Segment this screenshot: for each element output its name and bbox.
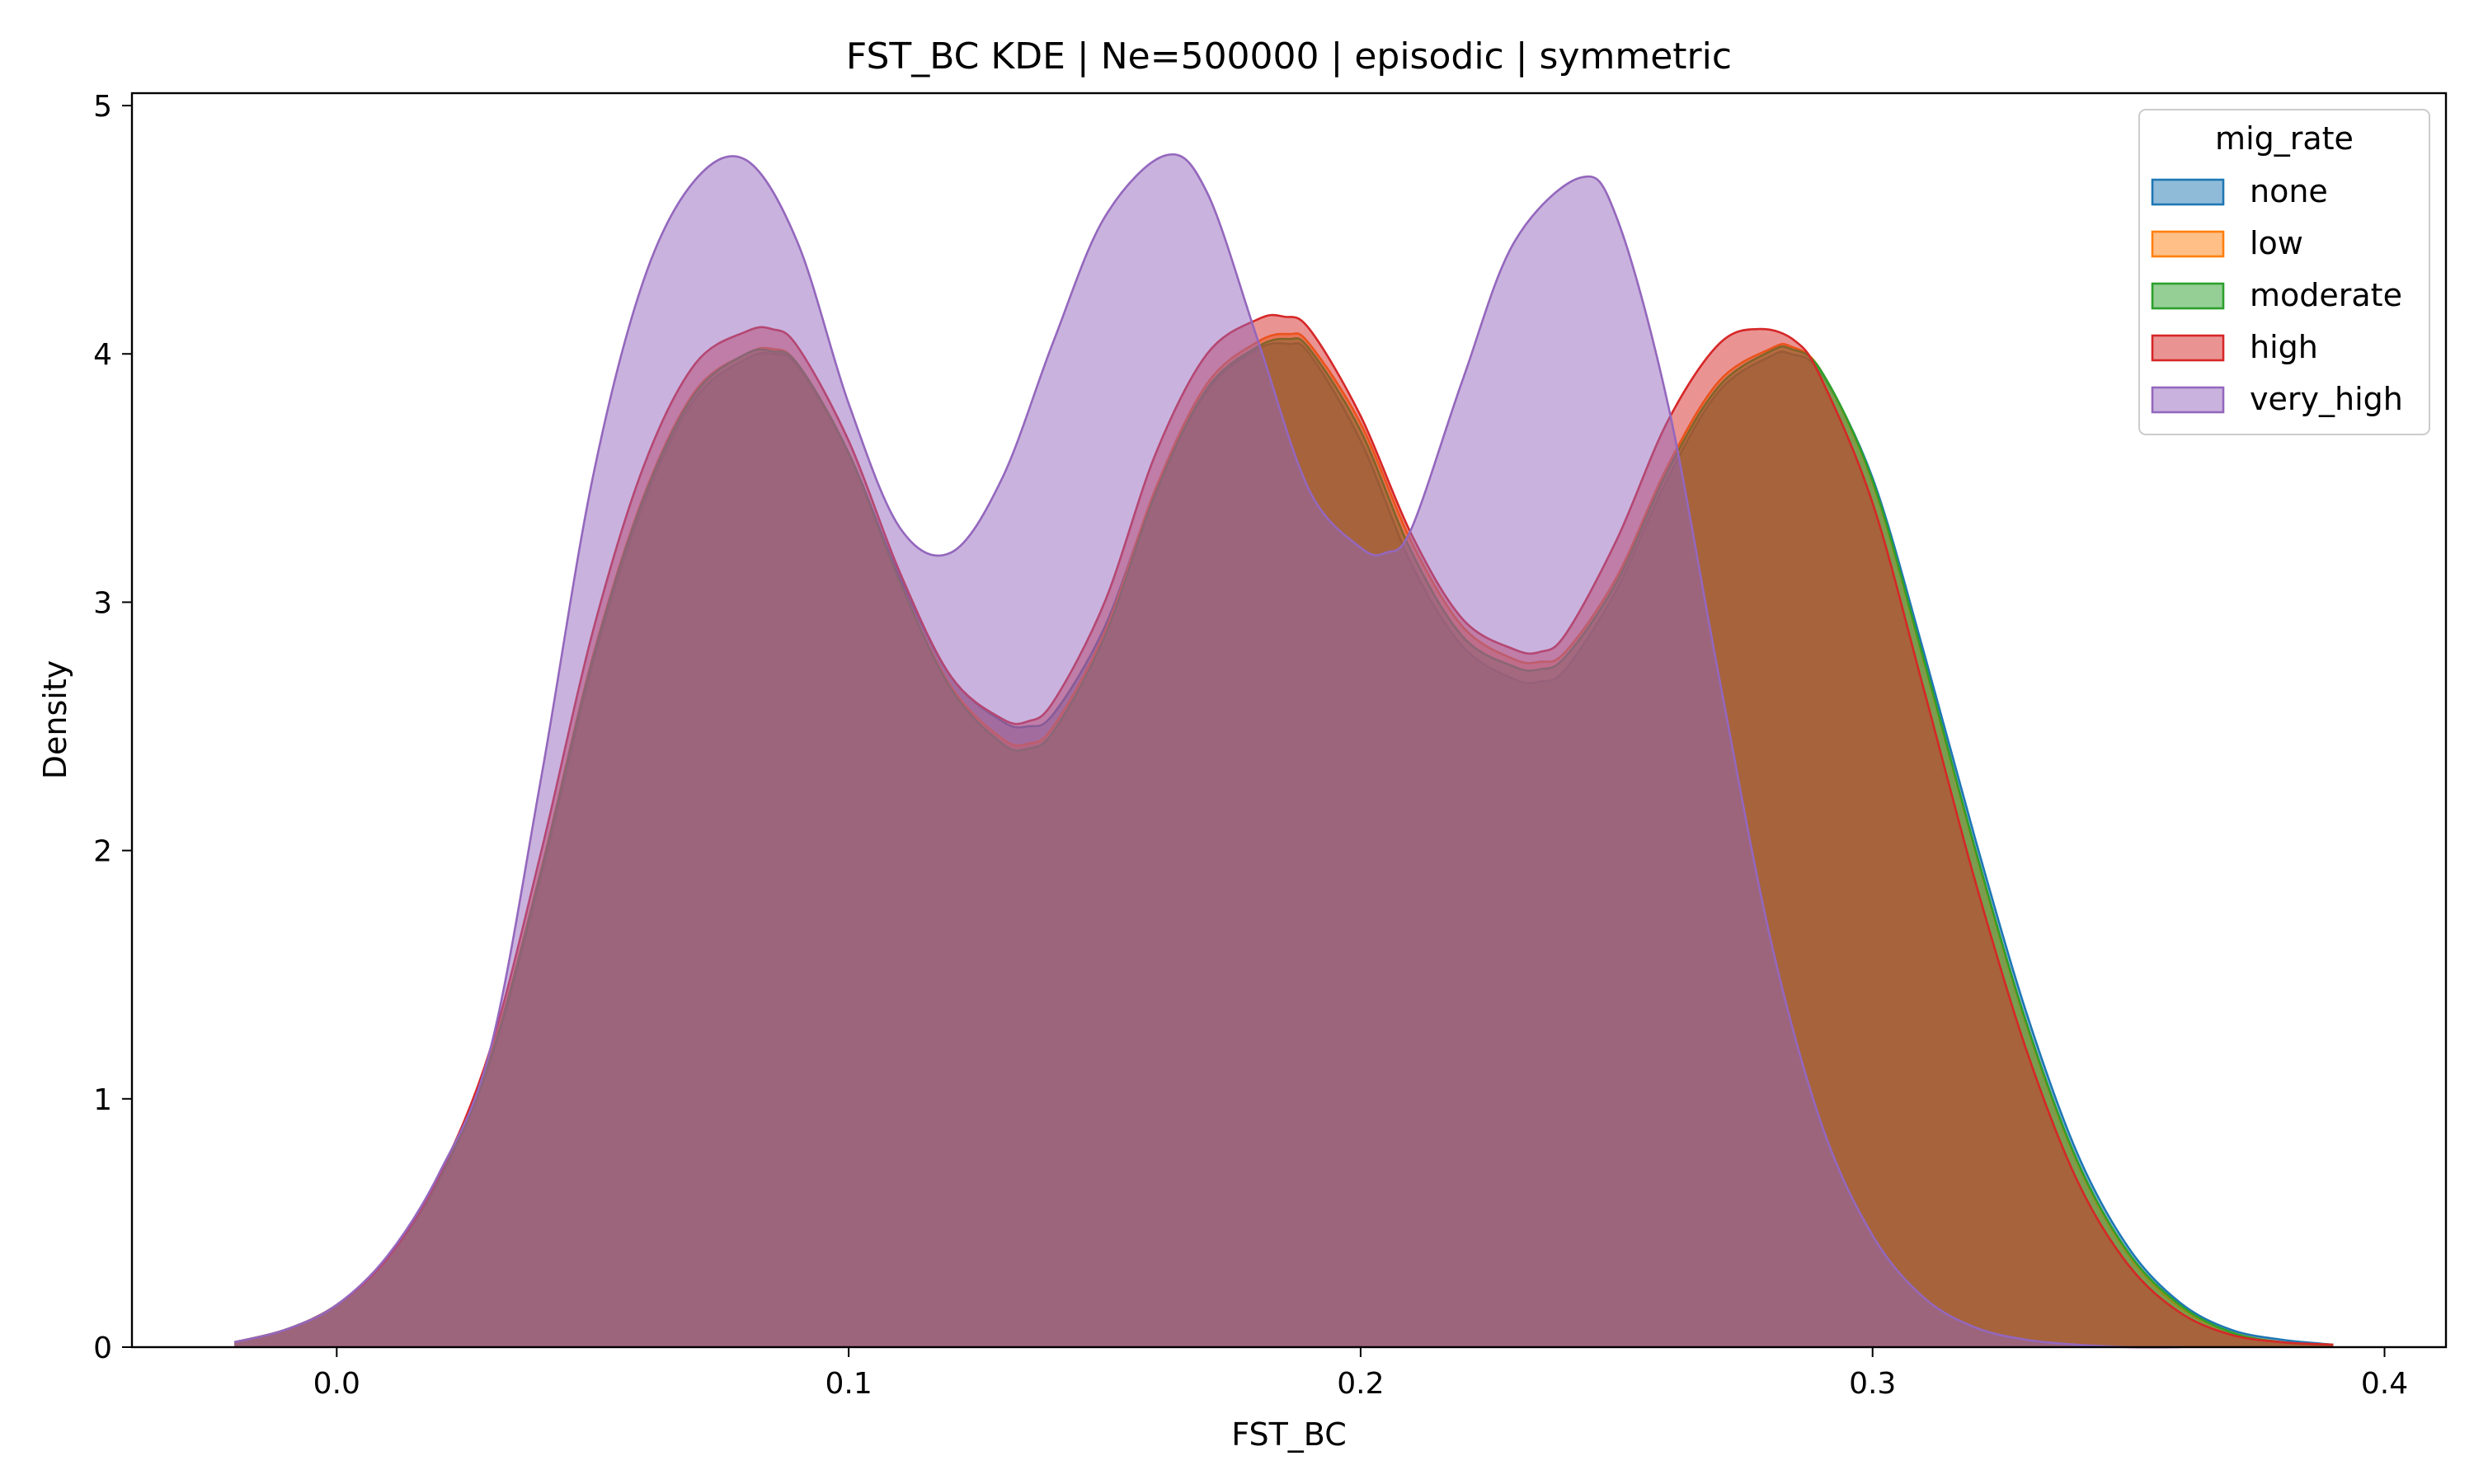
legend-swatch-moderate xyxy=(2151,282,2225,310)
x-tick-label: 0.4 xyxy=(2361,1367,2408,1401)
y-tick-label: 2 xyxy=(93,835,112,869)
series-very-high xyxy=(233,153,2180,1349)
legend-swatch-none xyxy=(2151,178,2225,206)
y-tick-label: 5 xyxy=(93,90,112,124)
x-axis-label: FST_BC xyxy=(1231,1416,1346,1453)
plot-frame xyxy=(130,92,2448,1349)
series-line-very-high xyxy=(233,153,2180,1349)
x-tick-label: 0.0 xyxy=(313,1367,360,1401)
y-tick-label: 0 xyxy=(93,1331,112,1365)
y-tick-label: 4 xyxy=(93,338,112,372)
legend: mig_rate none low moderate high very_high xyxy=(2138,109,2430,435)
x-tick-label: 0.3 xyxy=(1849,1367,1896,1401)
legend-swatch-very-high xyxy=(2151,386,2225,414)
legend-label-low: low xyxy=(2250,225,2303,261)
y-axis-label: Density xyxy=(37,660,73,779)
y-tick-label: 3 xyxy=(93,586,112,620)
chart-title: FST_BC KDE | Ne=500000 | episodic | symm… xyxy=(846,35,1732,77)
x-tick-label: 0.1 xyxy=(825,1367,872,1401)
y-axis: 0 1 2 3 4 5 xyxy=(93,90,132,1365)
legend-swatch-high xyxy=(2151,334,2225,362)
y-tick-label: 1 xyxy=(93,1083,112,1117)
x-axis: 0.0 0.1 0.2 0.3 0.4 xyxy=(313,1347,2408,1401)
x-tick-label: 0.2 xyxy=(1337,1367,1384,1401)
legend-label-none: none xyxy=(2250,173,2328,209)
legend-label-moderate: moderate xyxy=(2250,277,2402,313)
series-area-very-high xyxy=(234,154,2180,1348)
legend-swatch-low xyxy=(2151,230,2225,258)
series-layer xyxy=(233,153,2334,1349)
legend-title: mig_rate xyxy=(2215,120,2354,157)
legend-label-high: high xyxy=(2250,329,2318,365)
legend-label-very-high: very_high xyxy=(2250,381,2403,417)
